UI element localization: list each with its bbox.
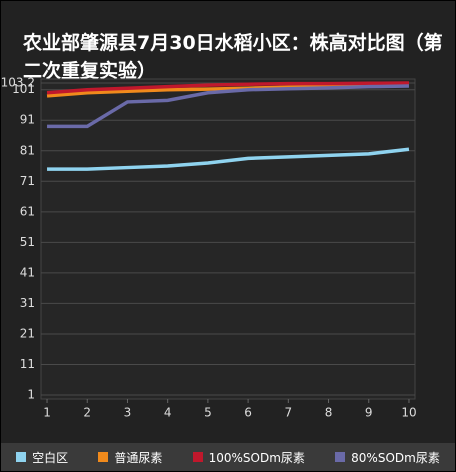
series-line: [46, 81, 410, 98]
y-tick-label: 101: [12, 82, 35, 96]
x-tick-label: 8: [325, 406, 333, 420]
y-tick-label: 51: [20, 235, 35, 249]
legend: 空白区 普通尿素 100%SODm尿素 80%SODm尿素: [1, 443, 455, 471]
y-tick-label: 41: [20, 265, 35, 279]
x-tick-label: 7: [285, 406, 293, 420]
legend-item: 80%SODm尿素: [335, 449, 440, 466]
y-tick-label: 1: [27, 388, 35, 402]
legend-label: 空白区: [32, 450, 69, 465]
legend-swatch: [192, 452, 203, 462]
x-tick-label: 5: [204, 406, 212, 420]
legend-swatch: [335, 452, 346, 462]
legend-swatch: [16, 452, 27, 462]
y-tick-label: 71: [20, 174, 35, 188]
y-tick-label: 31: [20, 296, 35, 310]
legend-label: 80%SODm尿素: [351, 450, 440, 465]
x-tick-label: 6: [244, 406, 252, 420]
series-line: [47, 147, 410, 171]
x-tick-label: 4: [164, 406, 172, 420]
legend-item: 100%SODm尿素: [192, 449, 305, 466]
x-tick-label: 2: [83, 406, 91, 420]
x-tick-label: 9: [365, 406, 373, 420]
x-tick-label: 3: [124, 406, 132, 420]
legend-item: 空白区: [16, 449, 68, 466]
legend-item: 普通尿素: [98, 449, 162, 466]
x-tick-label: 1: [43, 406, 51, 420]
y-tick-label: 81: [20, 143, 35, 157]
y-tick-label: 11: [20, 357, 35, 371]
legend-label: 普通尿素: [114, 450, 163, 465]
legend-swatch: [98, 452, 109, 462]
x-tick-label: 10: [401, 406, 416, 420]
legend-label: 100%SODm尿素: [208, 450, 305, 465]
series-line: [46, 81, 409, 95]
plot-area: [40, 78, 416, 400]
y-tick-label: 91: [20, 113, 35, 127]
chart-title: 农业部肇源县7月30日水稻小区：株高对比图（第二次重复实验）: [23, 32, 443, 82]
series-line: [47, 84, 409, 129]
y-tick-label: 103.2: [1, 76, 35, 90]
y-tick-label: 61: [20, 204, 35, 218]
y-tick-label: 21: [20, 326, 35, 340]
